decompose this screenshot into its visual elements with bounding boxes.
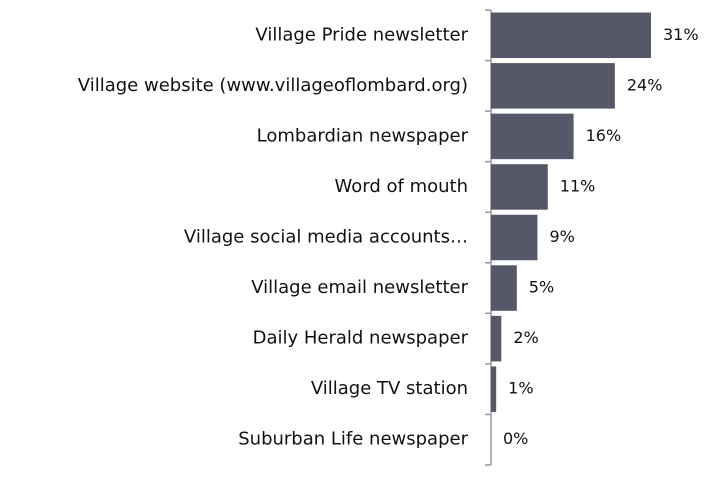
bar [491,63,615,109]
category-label: Village website (www.villageoflombard.or… [78,75,468,96]
value-label: 0% [503,429,528,448]
value-label: 31% [663,25,699,44]
value-label: 2% [513,328,538,347]
category-label: Daily Herald newspaper [253,328,469,349]
bar [491,315,502,362]
bar [491,164,548,210]
value-label: 11% [560,176,596,195]
bar [491,366,497,412]
bar [491,113,574,160]
category-label: Village TV station [311,378,468,399]
value-label: 9% [549,227,574,246]
bar [491,12,651,59]
value-label: 16% [586,126,622,145]
category-label: Suburban Life newspaper [238,429,468,450]
value-label: 5% [529,278,554,297]
category-label: Village Pride newsletter [255,24,468,45]
value-label: 1% [508,379,533,398]
bar [491,214,538,261]
category-label: Word of mouth [335,176,468,197]
category-label: Lombardian newspaper [257,125,469,146]
value-label: 24% [627,75,663,94]
bar [491,265,517,311]
category-label: Village email newsletter [251,277,468,298]
category-label: Village social media accounts… [184,227,468,248]
